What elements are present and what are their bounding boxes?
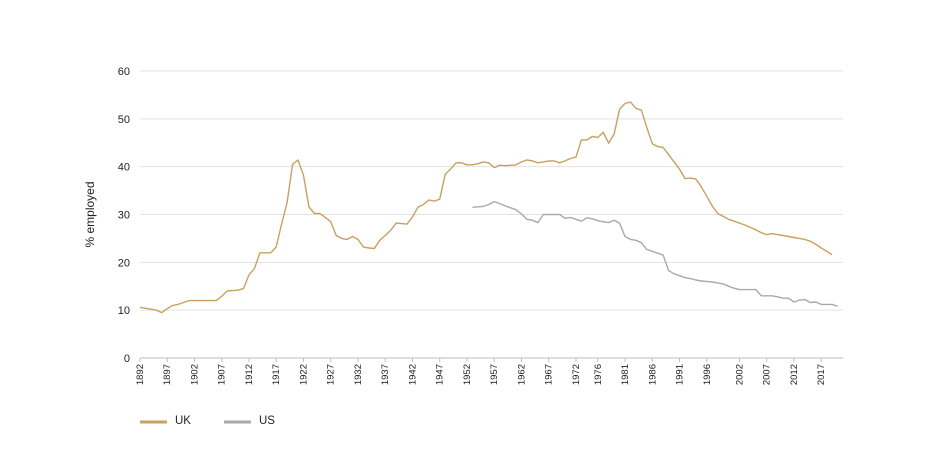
y-axis-label: % employed <box>83 181 97 247</box>
series-line-uk <box>139 101 833 314</box>
x-tick-label: 1976 <box>593 364 604 385</box>
x-tick-label: 1972 <box>571 364 582 385</box>
x-tick-label: 1962 <box>516 364 527 385</box>
x-tick-label: 1981 <box>620 364 631 385</box>
x-tick-label: 1952 <box>462 364 473 385</box>
y-tick-label: 20 <box>118 257 130 269</box>
x-tick-label: 1907 <box>217 364 228 385</box>
x-tick-label: 2007 <box>762 364 773 385</box>
legend-label-us: US <box>259 415 275 427</box>
x-tick-label: 1897 <box>162 364 173 385</box>
y-tick-label: 0 <box>124 353 130 365</box>
x-tick-label: 1892 <box>135 364 146 385</box>
x-tick-label: 1927 <box>326 364 337 385</box>
x-tick-label: 1967 <box>544 364 555 385</box>
x-tick-label: 1902 <box>189 364 200 385</box>
x-tick-label: 1991 <box>675 364 686 385</box>
x-tick-label: 1912 <box>244 364 255 385</box>
series-lines <box>139 101 838 314</box>
x-tick-label: 2012 <box>789 364 800 385</box>
x-tick-label: 2002 <box>734 364 745 385</box>
x-tick-label: 1937 <box>380 364 391 385</box>
y-tick-label: 50 <box>118 114 130 126</box>
gridlines <box>140 70 843 311</box>
y-tick-label: 60 <box>118 66 130 78</box>
x-tick-label: 1947 <box>435 364 446 385</box>
x-tick-label: 1986 <box>647 364 658 385</box>
x-axis-ticks: 1892 1897 1902 1907 1912 1917 1922 1927 1932 1937… <box>135 358 827 385</box>
y-axis-ticks: 0 10 20 30 40 50 60 <box>118 66 130 365</box>
y-tick-label: 40 <box>118 162 130 174</box>
legend-label-uk: UK <box>175 415 191 427</box>
x-tick-label: 1917 <box>271 364 282 385</box>
x-tick-label: 1996 <box>702 364 713 385</box>
legend: UK US <box>140 415 275 427</box>
x-tick-label: 1957 <box>489 364 500 385</box>
series-line-us <box>472 200 838 307</box>
x-tick-label: 2017 <box>816 364 827 385</box>
y-tick-label: 10 <box>118 305 130 317</box>
y-tick-label: 30 <box>118 210 130 222</box>
x-tick-label: 1942 <box>407 364 418 385</box>
x-tick-label: 1932 <box>353 364 364 385</box>
x-tick-label: 1922 <box>298 364 309 385</box>
